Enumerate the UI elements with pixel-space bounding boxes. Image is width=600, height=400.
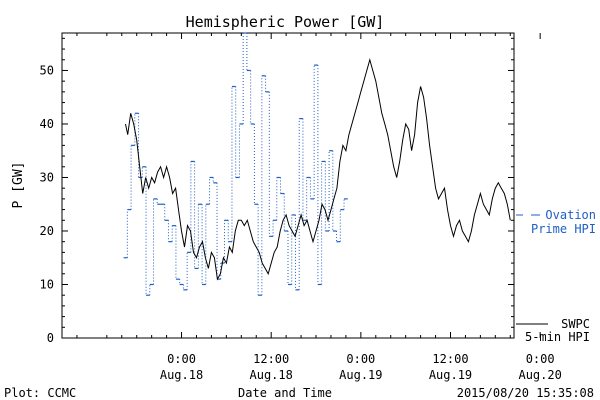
x-tick-label-date: Aug.19 [429, 368, 472, 382]
x-tick-label-date: Aug.18 [250, 368, 293, 382]
chart-title: Hemispheric Power [GW] [186, 13, 385, 31]
plot-credit: Plot: CCMC [4, 386, 76, 400]
plot-frame [61, 32, 515, 339]
x-tick-label-date: Aug.18 [160, 368, 203, 382]
x-tick-label-date: Aug.20 [518, 368, 561, 382]
x-axis-label: Date and Time [238, 386, 332, 400]
swpc-line [125, 57, 511, 281]
y-tick-label: 10 [40, 277, 54, 291]
legend-swpc-label-line1: SWPC [561, 317, 590, 331]
x-tick-label-time: 0:00 [526, 352, 555, 366]
legend-ovation-label-line1: Ovation [545, 208, 596, 222]
series-swpc-hpi [125, 57, 511, 281]
x-axis: 0:00 Aug.18 12:00 Aug.18 0:00 Aug.19 12:00 Aug.… [76, 33, 562, 382]
y-axis-label: P [GW] [11, 162, 26, 209]
y-tick-label: 50 [40, 63, 54, 77]
y-tick-label: 40 [40, 117, 54, 131]
x-tick-label-time: 0:00 [346, 352, 375, 366]
legend-ovation-label-line2: Prime HPI [531, 222, 596, 236]
x-tick-label-time: 12:00 [432, 352, 468, 366]
y-tick-label: 20 [40, 224, 54, 238]
x-tick-label-date: Aug.19 [339, 368, 382, 382]
legend-swpc-label-line2: 5-min HPI [525, 330, 590, 344]
y-tick-label: 30 [40, 170, 54, 184]
x-tick-label-time: 12:00 [253, 352, 289, 366]
y-axis: 0 10 20 30 40 50 [40, 37, 514, 345]
plot-timestamp: 2015/08/20 15:35:08 [457, 386, 594, 400]
y-tick-label: 0 [47, 331, 54, 345]
series-ovation-prime-hpi [123, 32, 348, 296]
x-tick-label-time: 0:00 [167, 352, 196, 366]
